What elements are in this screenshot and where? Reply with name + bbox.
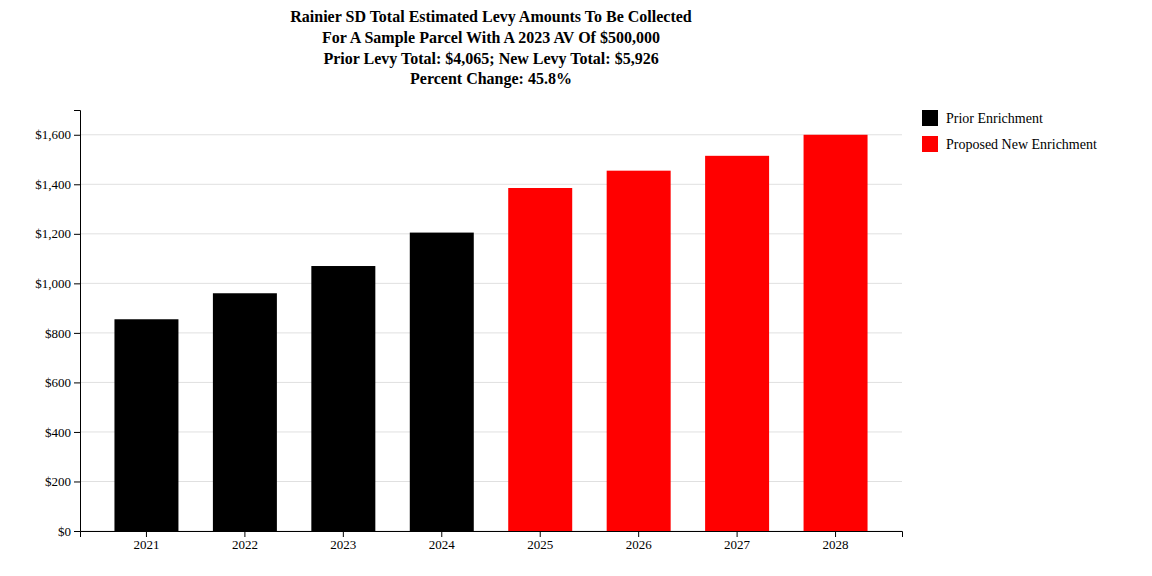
x-tick: 2025 [527, 531, 553, 552]
y-tick: $600 [45, 375, 80, 390]
grid-line [80, 382, 902, 383]
x-tick-label: 2028 [823, 537, 849, 552]
y-tick: $1,000 [35, 276, 80, 291]
y-tick-mark [74, 184, 80, 185]
title-line: Prior Levy Total: $4,065; New Levy Total… [323, 50, 658, 68]
legend-label: Prior Enrichment [946, 111, 1043, 126]
legend-label: Proposed New Enrichment [946, 137, 1097, 152]
grid-line [80, 481, 902, 482]
grid-line [80, 431, 902, 432]
x-tick-label: 2021 [133, 537, 159, 552]
y-tick-mark [74, 333, 80, 334]
x-tick-mark [441, 531, 442, 537]
x-tick-label: 2023 [330, 537, 356, 552]
plot-area: 2021 2022 2023 2024 2025 2026 2027 2028 $0 $200 $4… [35, 111, 902, 553]
y-tick-mark [74, 382, 80, 383]
x-tick: 2026 [626, 531, 653, 552]
y-tick: $800 [45, 326, 80, 341]
bars [114, 135, 867, 531]
title-line: For A Sample Parcel With A 2023 AV Of $5… [322, 29, 660, 47]
y-tick-mark [74, 135, 80, 136]
x-tick-mark [146, 531, 147, 537]
bar [804, 135, 868, 531]
y-tick: $0 [58, 524, 80, 539]
bar [311, 266, 375, 531]
y-tick: $1,200 [35, 226, 80, 241]
legend-swatch [922, 110, 938, 126]
x-tick-mark [638, 531, 639, 537]
x-tick-label: 2025 [527, 537, 553, 552]
y-tick-label: $400 [45, 425, 71, 440]
y-axis-line [74, 111, 81, 532]
title: Rainier SD Total Estimated Levy Amounts … [290, 8, 692, 88]
grid-line [80, 184, 902, 185]
y-tick-label: $600 [45, 375, 71, 390]
y-tick: $400 [45, 425, 80, 440]
y-tick: $1,400 [35, 177, 80, 192]
x-tick-label: 2024 [429, 537, 456, 552]
grid-line [80, 134, 902, 135]
y-tick-label: $1,000 [35, 276, 71, 291]
bar [213, 293, 277, 531]
x-tick: 2023 [330, 531, 356, 552]
legend-swatch [922, 136, 938, 152]
chart: 2021 2022 2023 2024 2025 2026 2027 2028 $0 $200 $4… [0, 0, 1152, 576]
y-tick-label: $800 [45, 326, 71, 341]
x-tick-mark [835, 531, 836, 537]
y-tick-label: $200 [45, 474, 71, 489]
title-line: Percent Change: 45.8% [410, 70, 572, 88]
y-tick-mark [74, 531, 80, 532]
x-tick-mark [737, 531, 738, 537]
y-tick-mark [74, 432, 80, 433]
y-tick: $1,600 [35, 127, 80, 142]
y-tick-label: $1,200 [35, 226, 71, 241]
bar [607, 171, 671, 531]
title-line: Rainier SD Total Estimated Levy Amounts … [290, 8, 692, 26]
x-tick: 2027 [724, 531, 751, 552]
legend: Prior Enrichment Proposed New Enrichment [922, 110, 1097, 152]
grid-line [80, 283, 902, 284]
legend-item: Prior Enrichment [922, 110, 1043, 126]
grid-line [80, 332, 902, 333]
y-tick-mark [74, 234, 80, 235]
x-tick-mark [343, 531, 344, 537]
x-tick-mark [540, 531, 541, 537]
y-axis: $0 $200 $400 $600 $800 $1,000 $1,200 $1,400 $1,6… [35, 111, 80, 539]
bar [410, 233, 474, 531]
y-tick-label: $1,400 [35, 177, 71, 192]
bar [114, 319, 178, 531]
x-axis: 2021 2022 2023 2024 2025 2026 2027 2028 [81, 531, 903, 552]
grid [80, 135, 902, 531]
bar [508, 188, 572, 531]
x-tick: 2028 [823, 531, 849, 552]
x-tick: 2022 [232, 531, 258, 552]
x-tick-mark [244, 531, 245, 537]
bar [705, 156, 769, 531]
y-tick-label: $0 [58, 524, 71, 539]
y-tick-mark [74, 481, 80, 482]
x-tick: 2021 [133, 531, 159, 552]
x-tick-label: 2027 [724, 537, 751, 552]
y-tick-mark [74, 283, 80, 284]
legend-item: Proposed New Enrichment [922, 136, 1097, 152]
x-axis-line [81, 532, 903, 538]
x-tick: 2024 [429, 531, 456, 552]
x-tick-label: 2022 [232, 537, 258, 552]
y-tick-label: $1,600 [35, 127, 71, 142]
grid-line [80, 233, 902, 234]
y-tick: $200 [45, 474, 80, 489]
x-tick-label: 2026 [626, 537, 653, 552]
